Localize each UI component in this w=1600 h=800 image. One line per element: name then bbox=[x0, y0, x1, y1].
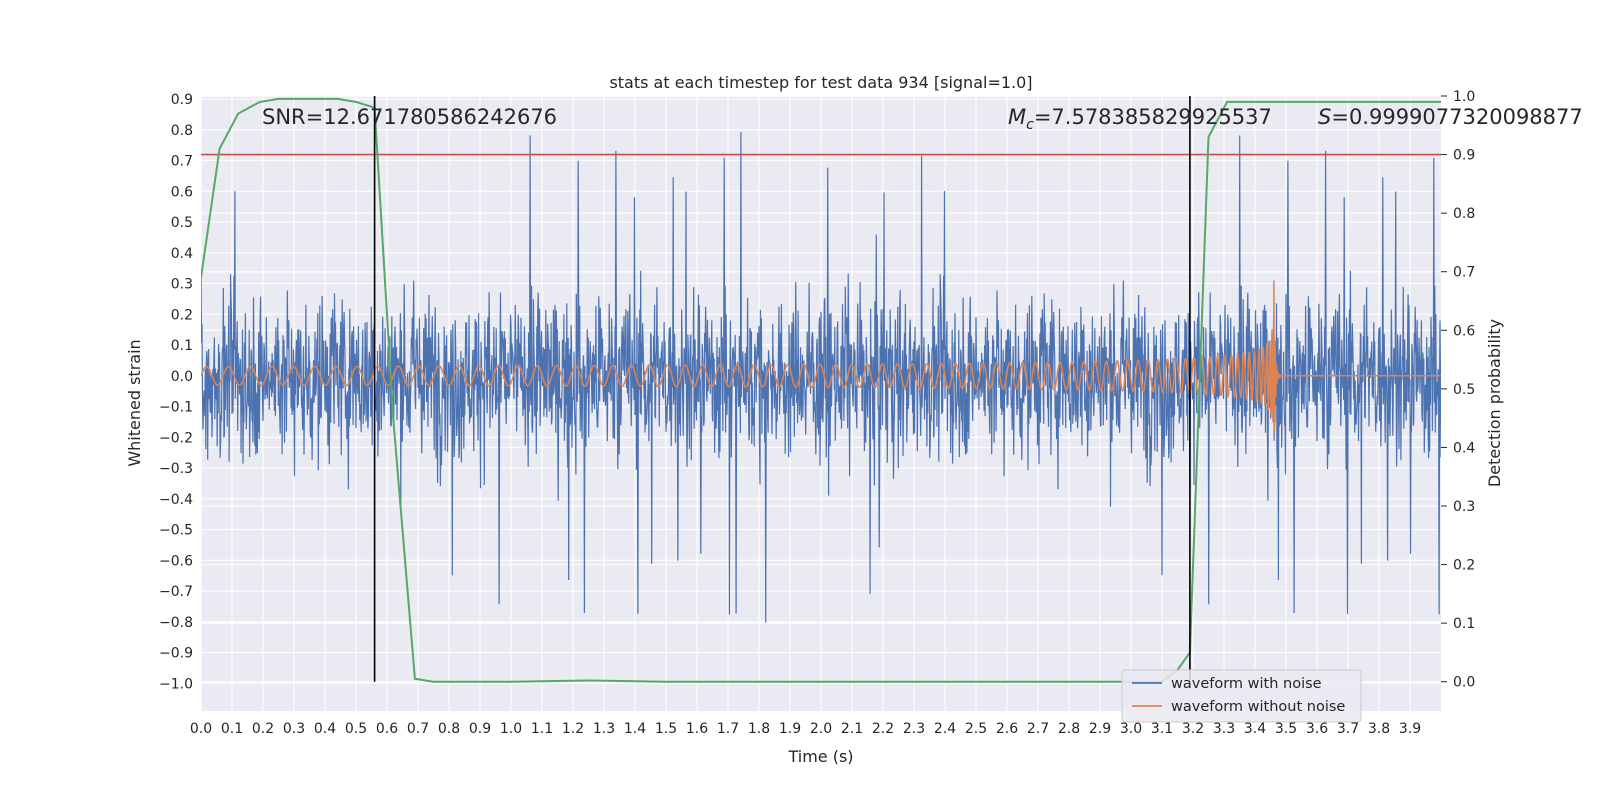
chirp-mass-annotation: Mc=7.578385829925537 bbox=[1008, 105, 1272, 133]
x-tick-label: 0.4 bbox=[314, 721, 336, 737]
y2-tick-label: 0.8 bbox=[1453, 206, 1475, 222]
y2-tick-label: 0.1 bbox=[1453, 616, 1475, 632]
x-tick-label: 1.7 bbox=[717, 721, 739, 737]
mc-value: =7.578385829925537 bbox=[1034, 105, 1272, 129]
x-tick-label: 1.4 bbox=[624, 721, 646, 737]
y2-tick-label: 0.7 bbox=[1453, 265, 1475, 281]
legend-label-clean: waveform without noise bbox=[1171, 699, 1345, 715]
y-tick-label: 0.0 bbox=[171, 369, 193, 385]
series-layer bbox=[201, 96, 1441, 683]
series-waveform-with-noise bbox=[201, 131, 1441, 623]
series-waveform-without-noise bbox=[201, 280, 1441, 434]
x-tick-label: 0.0 bbox=[190, 721, 212, 737]
x-tick-label: 2.6 bbox=[996, 721, 1018, 737]
y-tick-label: −0.2 bbox=[159, 430, 193, 446]
mc-subscript: c bbox=[1026, 117, 1034, 133]
y-tick-label: −0.3 bbox=[159, 461, 193, 477]
y-tick-label: 0.4 bbox=[171, 246, 193, 262]
x-tick-label: 0.2 bbox=[252, 721, 274, 737]
x-tick-label: 2.1 bbox=[841, 721, 863, 737]
x-tick-label: 3.6 bbox=[1306, 721, 1328, 737]
y2-axis-label: Detection probability bbox=[1485, 319, 1504, 487]
x-tick-label: 0.8 bbox=[438, 721, 460, 737]
y-tick-label: −0.9 bbox=[159, 646, 193, 662]
y-tick-label: −0.4 bbox=[159, 492, 193, 508]
snr-annotation: SNR=12.671780586242676 bbox=[262, 105, 557, 129]
x-tick-label: 1.1 bbox=[531, 721, 553, 737]
x-tick-label: 3.7 bbox=[1337, 721, 1359, 737]
x-tick-label: 1.9 bbox=[779, 721, 801, 737]
x-tick-label: 1.3 bbox=[593, 721, 615, 737]
y-tick-label: −1.0 bbox=[159, 676, 193, 692]
x-tick-label: 1.8 bbox=[748, 721, 770, 737]
x-tick-label: 0.6 bbox=[376, 721, 398, 737]
s-value: =0.9999077320098877 bbox=[1331, 105, 1582, 129]
y2-tick-label: 0.6 bbox=[1453, 323, 1475, 339]
y2-tick-label: 1.0 bbox=[1453, 89, 1475, 105]
series-detection-probability bbox=[201, 97, 1441, 683]
ticks: 0.0 0.1 0.2 0.3 0.4 0.5 0.6 0.7 0.8 0.9 1.0 1.1 1.2 1… bbox=[159, 89, 1475, 737]
y2-tick-label: 0.3 bbox=[1453, 499, 1475, 515]
x-tick-label: 2.5 bbox=[965, 721, 987, 737]
y-tick-label: −0.8 bbox=[159, 615, 193, 631]
y-axis-label: Whitened strain bbox=[125, 339, 144, 466]
x-tick-label: 0.9 bbox=[469, 721, 491, 737]
x-tick-label: 3.1 bbox=[1151, 721, 1173, 737]
x-tick-label: 3.9 bbox=[1399, 721, 1421, 737]
y-tick-label: −0.7 bbox=[159, 584, 193, 600]
y-tick-label: −0.5 bbox=[159, 523, 193, 539]
x-tick-label: 1.0 bbox=[500, 721, 522, 737]
x-tick-label: 2.9 bbox=[1089, 721, 1111, 737]
score-annotation: S=0.9999077320098877 bbox=[1318, 105, 1583, 129]
x-tick-label: 1.2 bbox=[562, 721, 584, 737]
x-tick-label: 3.0 bbox=[1120, 721, 1142, 737]
x-tick-label: 0.7 bbox=[407, 721, 429, 737]
legend: waveform with noise waveform without noi… bbox=[1121, 669, 1362, 723]
x-tick-label: 2.4 bbox=[934, 721, 956, 737]
x-tick-label: 3.8 bbox=[1368, 721, 1390, 737]
y-tick-label: 0.3 bbox=[171, 277, 193, 293]
y-tick-label: 0.8 bbox=[171, 123, 193, 139]
y-tick-label: −0.1 bbox=[159, 400, 193, 416]
y-tick-label: 0.9 bbox=[171, 92, 193, 108]
y-tick-label: 0.2 bbox=[171, 307, 193, 323]
x-axis-label: Time (s) bbox=[787, 747, 853, 766]
y-tick-label: 0.1 bbox=[171, 338, 193, 354]
x-tick-label: 0.3 bbox=[283, 721, 305, 737]
y2-tick-label: 0.4 bbox=[1453, 440, 1475, 456]
y-tick-label: −0.6 bbox=[159, 553, 193, 569]
x-tick-label: 3.2 bbox=[1182, 721, 1204, 737]
x-tick-label: 3.3 bbox=[1213, 721, 1235, 737]
x-tick-label: 0.1 bbox=[221, 721, 243, 737]
legend-label-noise: waveform with noise bbox=[1171, 676, 1322, 692]
x-tick-label: 1.6 bbox=[686, 721, 708, 737]
x-tick-label: 3.4 bbox=[1244, 721, 1266, 737]
y-tick-label: 0.5 bbox=[171, 215, 193, 231]
x-tick-label: 2.2 bbox=[872, 721, 894, 737]
y2-tick-label: 0.0 bbox=[1453, 675, 1475, 691]
x-tick-label: 1.5 bbox=[655, 721, 677, 737]
y2-tick-label: 0.5 bbox=[1453, 382, 1475, 398]
y2-tick-label: 0.2 bbox=[1453, 558, 1475, 574]
chart-title: stats at each timestep for test data 934… bbox=[609, 73, 1032, 92]
x-tick-label: 2.0 bbox=[810, 721, 832, 737]
x-tick-label: 2.7 bbox=[1027, 721, 1049, 737]
plot-content bbox=[201, 96, 1441, 683]
x-tick-label: 0.5 bbox=[345, 721, 367, 737]
y2-tick-label: 0.9 bbox=[1453, 148, 1475, 164]
y-tick-label: 0.6 bbox=[171, 184, 193, 200]
s-symbol: S bbox=[1318, 105, 1331, 129]
x-tick-label: 2.8 bbox=[1058, 721, 1080, 737]
legend-box bbox=[1121, 669, 1362, 723]
y-tick-label: 0.7 bbox=[171, 154, 193, 170]
x-tick-label: 2.3 bbox=[903, 721, 925, 737]
mc-symbol: M bbox=[1008, 105, 1026, 129]
x-tick-label: 3.5 bbox=[1275, 721, 1297, 737]
